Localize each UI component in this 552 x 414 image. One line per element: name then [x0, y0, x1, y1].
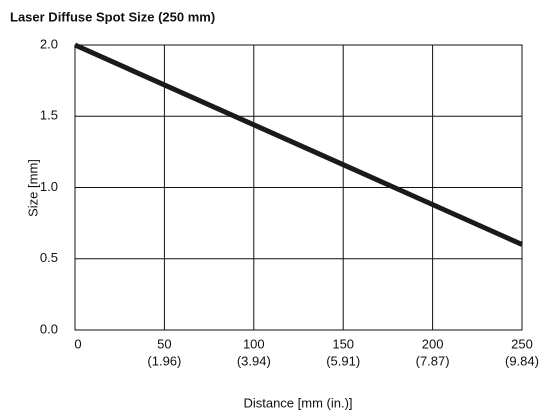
y-axis-label: Size [mm] — [25, 159, 40, 217]
line — [73, 42, 524, 247]
plot-border — [74, 44, 523, 331]
x-tick-label: 0 — [74, 336, 81, 351]
x-tick-label: 50 — [157, 336, 171, 351]
x-tick-label: 100 — [243, 336, 265, 351]
y-tick-label: 0.5 — [40, 250, 58, 265]
x-tick-sublabel: (3.94) — [237, 353, 271, 368]
x-tick-sublabel: (9.84) — [505, 353, 539, 368]
y-tick-label: 2.0 — [40, 36, 58, 51]
x-tick-sublabel: (1.96) — [147, 353, 181, 368]
x-tick-label: 200 — [422, 336, 444, 351]
y-tick-label: 1.5 — [40, 108, 58, 123]
chart-title: Laser Diffuse Spot Size (250 mm) — [10, 9, 215, 24]
y-tick-label: 1.0 — [40, 179, 58, 194]
x-tick-sublabel: (7.87) — [416, 353, 450, 368]
y-tick-label: 0.0 — [40, 321, 58, 336]
x-tick-sublabel: (5.91) — [326, 353, 360, 368]
x-tick-label: 150 — [332, 336, 354, 351]
x-axis-label: Distance [mm (in.)] — [243, 395, 352, 410]
x-tick-label: 250 — [511, 336, 533, 351]
